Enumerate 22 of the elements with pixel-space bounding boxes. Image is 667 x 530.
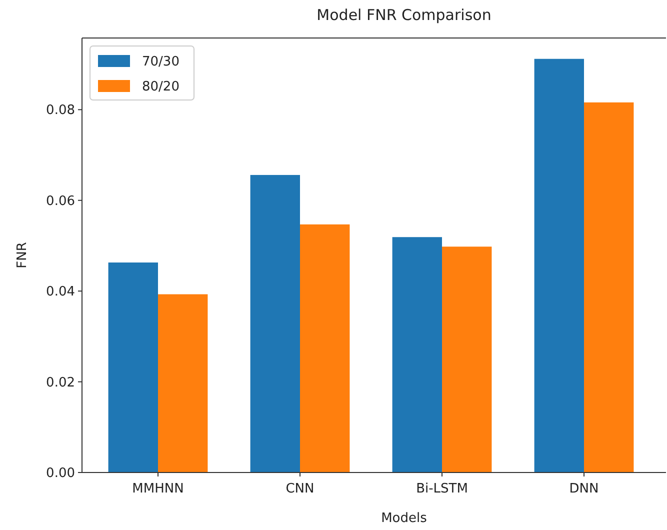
y-tick-label: 0.00 [46,466,75,482]
y-tick-label: 0.08 [46,103,75,118]
x-axis-title: Models [381,511,428,526]
legend-label: 80/20 [142,80,180,95]
y-tick-label: 0.02 [46,375,75,390]
x-tick-label: CNN [286,482,314,496]
y-tick-label: 0.04 [46,284,75,300]
bar [108,262,158,472]
bar [584,102,634,472]
bar [250,174,300,472]
chart-title: Model FNR Comparison [316,6,492,24]
bar [392,237,442,472]
bar [442,246,492,472]
legend-label: 70/30 [142,54,180,70]
y-tick-label: 0.06 [46,194,75,209]
bar [158,294,208,472]
y-axis-title: FNR [15,242,30,268]
x-tick-label: MMHNN [132,482,184,496]
x-tick-label: Bi-LSTM [416,482,468,496]
bar [534,58,584,472]
bar [300,224,350,472]
x-tick-label: DNN [569,482,599,496]
